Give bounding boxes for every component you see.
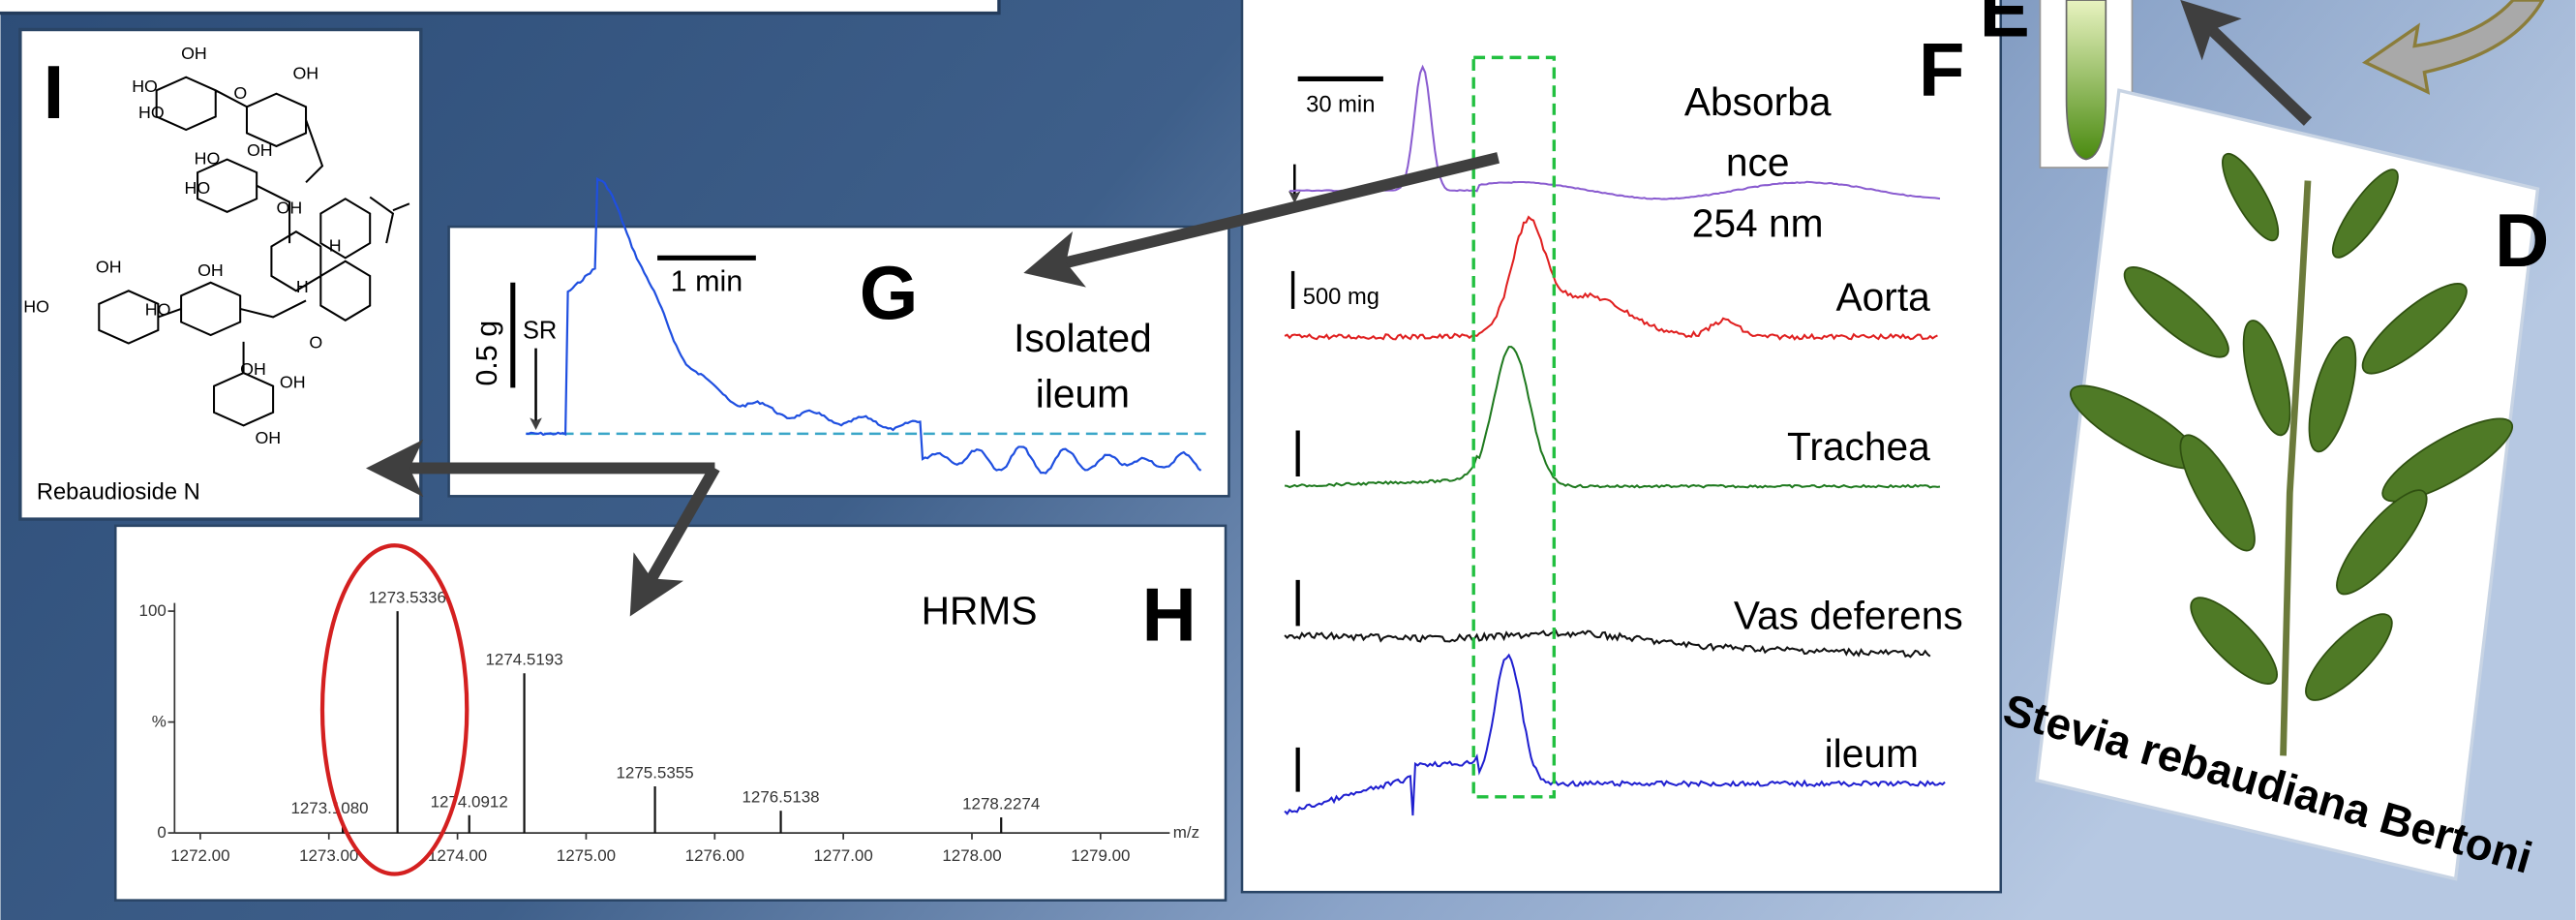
atom-label: OH: [247, 140, 273, 160]
x-axis-label: m/z: [1173, 823, 1199, 842]
panel-g: G Isolated ileum 1 min 0.5 g SR: [447, 176, 1230, 498]
atom-label: HO: [23, 296, 49, 316]
y-tick-label: 0: [157, 823, 166, 842]
panel-f: F 30 min 500 mg Absorba nce 254 nm Aorta T…: [1240, 0, 2003, 894]
trace: [1289, 64, 1941, 200]
panel-frame: [18, 27, 423, 521]
x-tick-label: 1277.00: [813, 846, 872, 865]
compound-name: Rebaudioside N: [37, 479, 200, 506]
peak-label: 1273.1080: [290, 799, 368, 817]
panel-letter: I: [44, 49, 65, 135]
structure-labels: OH HO HO OH O OH HO HO OH H H O OH HO HO…: [23, 44, 341, 447]
peak-label: 1273.5336: [369, 589, 446, 607]
trace: [1284, 346, 1941, 489]
traces: [1284, 64, 1946, 816]
atom-label: H: [329, 236, 342, 256]
arrow: [629, 465, 720, 617]
atom-label: OH: [197, 261, 224, 280]
scale-label: 0.5 g: [470, 321, 503, 386]
peak-label: 1274.5193: [486, 651, 563, 669]
x-tick-label: 1275.00: [557, 846, 616, 865]
scale-label: 500 mg: [1303, 284, 1379, 310]
top-panel-edge: [0, 0, 1001, 15]
peak-label: 1276.5138: [742, 788, 819, 807]
x-tick-label: 1274.00: [428, 846, 487, 865]
peak-label: 1274.0912: [431, 792, 508, 811]
atom-label: H: [296, 277, 309, 296]
atom-label: HO: [132, 77, 158, 96]
highlight-ellipse: [319, 543, 470, 876]
x-tick-label: 1279.00: [1071, 846, 1130, 865]
atom-label: OH: [181, 44, 207, 63]
panel-letter: D: [2495, 198, 2549, 283]
atom-label: HO: [145, 300, 171, 320]
molecule-structure: [98, 76, 410, 427]
atom-label: OH: [240, 359, 266, 379]
panel-title: HRMS: [922, 589, 1038, 633]
panel-frame: [447, 225, 1230, 498]
atom-label: OH: [292, 63, 318, 82]
y-tick-label: 100: [139, 601, 167, 620]
trace-label: ileum: [1825, 731, 1919, 776]
scale-label: 1 min: [671, 264, 743, 297]
y-tick-label: %: [152, 713, 167, 731]
atom-label: OH: [277, 199, 303, 218]
label-line: 254 nm: [1692, 200, 1824, 245]
tube: [2065, 0, 2107, 161]
panel-frame: [1240, 0, 2003, 894]
panel-letter: H: [1142, 572, 1197, 658]
atom-label: HO: [138, 103, 165, 122]
panel-title: ileum: [1036, 372, 1130, 416]
atom-label: O: [233, 83, 247, 103]
trace-label: Trachea: [1787, 424, 1930, 469]
response-trace: [526, 176, 1202, 475]
label-line: nce: [1726, 140, 1790, 185]
trace-label: Vas deferens: [1734, 594, 1963, 638]
panel-letter: E: [1980, 0, 2030, 52]
arrow: [2180, 0, 2313, 126]
panel-title: Isolated: [1014, 316, 1152, 360]
trace: [1284, 629, 1931, 659]
x-tick-label: 1273.00: [299, 846, 358, 865]
peak-label: 1275.5355: [617, 764, 694, 782]
arrows: [365, 0, 2313, 617]
plant: [2069, 152, 2514, 756]
arrow: [1023, 152, 1500, 288]
stimulus-label: SR: [523, 317, 557, 344]
panel-h: HRMS H m/z 1272.00 1273.00 1274.00 1275.00 12…: [113, 524, 1227, 902]
peak-label: 1278.2274: [962, 795, 1040, 813]
atom-label: HO: [195, 149, 221, 169]
panel-letter: F: [1919, 26, 1965, 111]
panel-letter: G: [860, 250, 919, 335]
peak-window: [1471, 55, 1557, 799]
trace: [1284, 653, 1946, 816]
x-tick-label: 1278.00: [942, 846, 1001, 865]
trace-label: Aorta: [1836, 275, 1931, 320]
panel-frame: [113, 524, 1227, 902]
atom-label: OH: [280, 372, 306, 391]
trace: [1284, 215, 1938, 341]
panel-i: I OH HO HO OH O OH HO HO OH H H O OH HO …: [18, 27, 423, 521]
atom-label: O: [309, 333, 322, 353]
atom-label: HO: [185, 178, 211, 198]
trace-label: Absorba nce 254 nm: [1684, 79, 1832, 246]
atom-label: OH: [255, 428, 281, 447]
gray-arrow: [2361, 0, 2545, 95]
scale-label: 30 min: [1306, 91, 1375, 117]
label-line: Absorba: [1684, 79, 1832, 124]
mass-spectrum: m/z 1272.00 1273.00 1274.00 1275.00 1276.00 12…: [139, 589, 1200, 865]
atom-label: OH: [96, 258, 122, 277]
x-tick-label: 1276.00: [685, 846, 744, 865]
x-tick-label: 1272.00: [170, 846, 229, 865]
